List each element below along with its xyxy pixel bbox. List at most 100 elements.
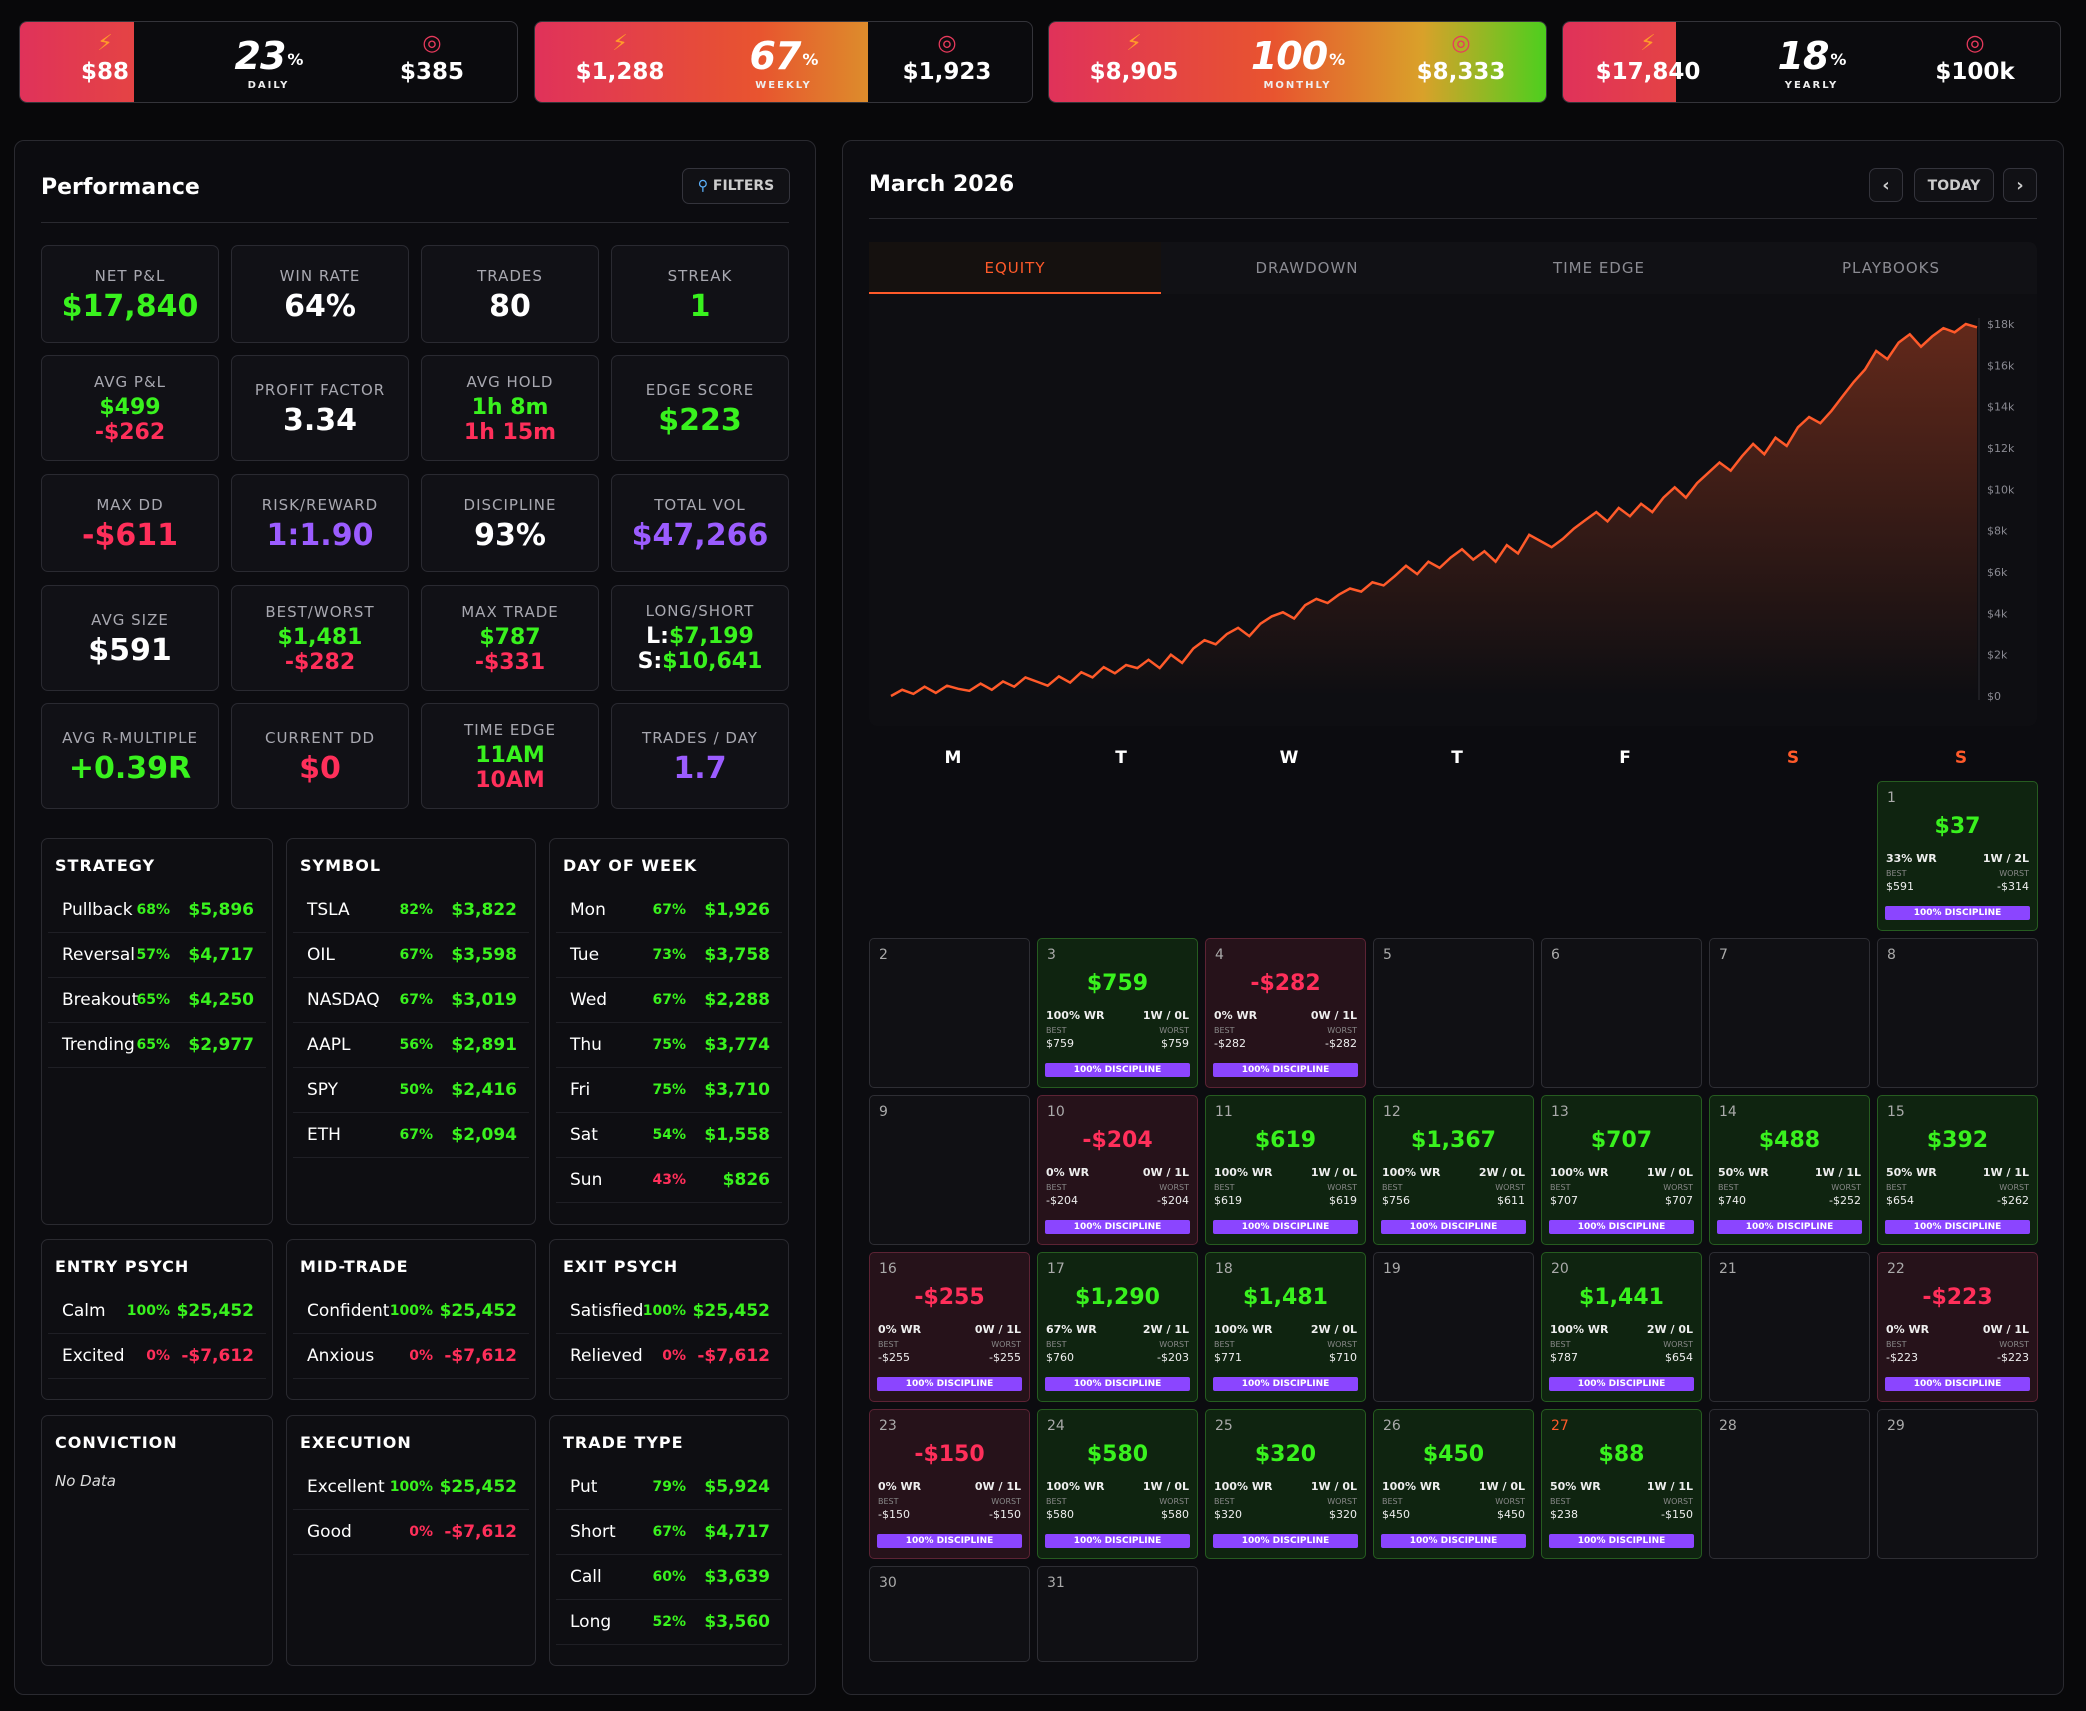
stat-streak[interactable]: STREAK 1 xyxy=(611,245,789,343)
stat-avg-size[interactable]: AVG SIZE $591 xyxy=(41,585,219,691)
calendar-day[interactable]: 26 $450 100% WR 1W / 0L BEST WORST $450 $450 100… xyxy=(1373,1409,1534,1559)
stat-discipline[interactable]: DISCIPLINE 93% xyxy=(421,474,599,572)
calendar-day[interactable]: 19 xyxy=(1373,1252,1534,1402)
stat-long-short[interactable]: LONG/SHORT L:$7,199 S:$10,641 xyxy=(611,585,789,691)
breakdown-row[interactable]: Breakout 65% $4,250 xyxy=(48,979,266,1023)
calendar-day[interactable]: 24 $580 100% WR 1W / 0L BEST WORST $580 $580 100… xyxy=(1037,1409,1198,1559)
day-pnl: $392 xyxy=(1926,1128,1989,1153)
calendar-day[interactable]: 31 xyxy=(1037,1566,1198,1662)
breakdown-row[interactable]: Excellent 100% $25,452 xyxy=(293,1466,529,1510)
breakdown-row[interactable]: AAPL 56% $2,891 xyxy=(293,1024,529,1068)
calendar-day[interactable]: 27 $88 50% WR 1W / 1L BEST WORST $238 -$150 100%… xyxy=(1541,1409,1702,1559)
breakdown-row[interactable]: Relieved 0% -$7,612 xyxy=(556,1335,782,1379)
calendar-day[interactable]: 21 xyxy=(1709,1252,1870,1402)
day-winrate: 50% WR xyxy=(1550,1480,1601,1493)
tab-playbooks[interactable]: PLAYBOOKS xyxy=(1841,259,1940,277)
breakdown-row[interactable]: Call 60% $3,639 xyxy=(556,1556,782,1600)
breakdown-row[interactable]: Thu 75% $3,774 xyxy=(556,1024,782,1068)
calendar-day[interactable]: 29 xyxy=(1877,1409,2038,1559)
calendar-day[interactable]: 23 -$150 0% WR 0W / 1L BEST WORST -$150 -$150 10… xyxy=(869,1409,1030,1559)
calendar-day[interactable]: 9 xyxy=(869,1095,1030,1245)
stat-edge-score[interactable]: EDGE SCORE $223 xyxy=(611,355,789,461)
stat-net-pl[interactable]: NET P&L $17,840 xyxy=(41,245,219,343)
calendar-day[interactable]: 8 xyxy=(1877,938,2038,1088)
tab-time-edge[interactable]: TIME EDGE xyxy=(1553,259,1645,277)
breakdown-row[interactable]: NASDAQ 67% $3,019 xyxy=(293,979,529,1023)
day-best-value: -$150 xyxy=(878,1508,910,1521)
day-pnl: $619 xyxy=(1254,1128,1317,1153)
breakdown-row[interactable]: Pullback 68% $5,896 xyxy=(48,889,266,933)
today-button[interactable]: TODAY xyxy=(1914,168,1994,202)
stat-profit-factor[interactable]: PROFIT FACTOR 3.34 xyxy=(231,355,409,461)
breakdown-row[interactable]: OIL 67% $3,598 xyxy=(293,934,529,978)
calendar-day[interactable]: 12 $1,367 100% WR 2W / 0L BEST WORST $756 $611 1… xyxy=(1373,1095,1534,1245)
stat-trades-per-day[interactable]: TRADES / DAY 1.7 xyxy=(611,703,789,809)
calendar-day[interactable]: 28 xyxy=(1709,1409,1870,1559)
filters-button[interactable]: ⚲ FILTERS xyxy=(682,168,790,204)
stat-risk-reward[interactable]: RISK/REWARD 1:1.90 xyxy=(231,474,409,572)
stat-time-edge[interactable]: TIME EDGE 11AM 10AM xyxy=(421,703,599,809)
next-month-button[interactable]: › xyxy=(2003,168,2037,202)
breakdown-row-amount: $3,639 xyxy=(704,1567,770,1587)
prev-month-button[interactable]: ‹ xyxy=(1869,168,1903,202)
breakdown-row[interactable]: Reversal 57% $4,717 xyxy=(48,934,266,978)
stat-avg-r[interactable]: AVG R-MULTIPLE +0.39R xyxy=(41,703,219,809)
calendar-day[interactable]: 25 $320 100% WR 1W / 0L BEST WORST $320 $320 100… xyxy=(1205,1409,1366,1559)
breakdown-row[interactable]: Confident 100% $25,452 xyxy=(293,1290,529,1334)
calendar-day[interactable]: 20 $1,441 100% WR 2W / 0L BEST WORST $787 $654 1… xyxy=(1541,1252,1702,1402)
breakdown-row[interactable]: Put 79% $5,924 xyxy=(556,1466,782,1510)
breakdown-row[interactable]: Calm 100% $25,452 xyxy=(48,1290,266,1334)
breakdown-row[interactable]: Good 0% -$7,612 xyxy=(293,1511,529,1555)
breakdown-row[interactable]: Anxious 0% -$7,612 xyxy=(293,1335,529,1379)
calendar-day[interactable]: 16 -$255 0% WR 0W / 1L BEST WORST -$255 -$255 10… xyxy=(869,1252,1030,1402)
calendar-day[interactable]: 30 xyxy=(869,1566,1030,1662)
breakdown-row[interactable]: Sat 54% $1,558 xyxy=(556,1114,782,1158)
stat-total-vol[interactable]: TOTAL VOL $47,266 xyxy=(611,474,789,572)
calendar-day[interactable]: 5 xyxy=(1373,938,1534,1088)
breakdown-row[interactable]: Satisfied 100% $25,452 xyxy=(556,1290,782,1334)
calendar-day[interactable]: 22 -$223 0% WR 0W / 1L BEST WORST -$223 -$223 10… xyxy=(1877,1252,2038,1402)
goal-monthly[interactable]: ⚡ $8,905 100% MONTHLY ◎ $8,333 xyxy=(1048,21,1547,103)
stat-win-rate[interactable]: WIN RATE 64% xyxy=(231,245,409,343)
breakdown-row[interactable]: Wed 67% $2,288 xyxy=(556,979,782,1023)
breakdown-row[interactable]: Mon 67% $1,926 xyxy=(556,889,782,933)
calendar-day[interactable]: 17 $1,290 67% WR 2W / 1L BEST WORST $760 -$203 1… xyxy=(1037,1252,1198,1402)
calendar-day[interactable]: 1 $37 33% WR 1W / 2L BEST WORST $591 -$314 100% … xyxy=(1877,781,2038,931)
stat-avg-pl[interactable]: AVG P&L $499 -$262 xyxy=(41,355,219,461)
breakdown-row[interactable]: Tue 73% $3,758 xyxy=(556,934,782,978)
stat-best-worst[interactable]: BEST/WORST $1,481 -$282 xyxy=(231,585,409,691)
breakdown-title: EXIT PSYCH xyxy=(563,1257,679,1276)
goal-yearly[interactable]: ⚡ $17,840 18% YEARLY ◎ $100k xyxy=(1562,21,2061,103)
calendar-day[interactable]: 15 $392 50% WR 1W / 1L BEST WORST $654 -$262 100… xyxy=(1877,1095,2038,1245)
breakdown-row[interactable]: Sun 43% $826 xyxy=(556,1159,782,1203)
breakdown-row[interactable]: Short 67% $4,717 xyxy=(556,1511,782,1555)
breakdown-row[interactable]: ETH 67% $2,094 xyxy=(293,1114,529,1158)
stat-current-dd[interactable]: CURRENT DD $0 xyxy=(231,703,409,809)
breakdown-row[interactable]: Fri 75% $3,710 xyxy=(556,1069,782,1113)
calendar-day[interactable]: 11 $619 100% WR 1W / 0L BEST WORST $619 $619 100… xyxy=(1205,1095,1366,1245)
breakdown-row-winrate: 57% xyxy=(136,947,170,963)
calendar-day[interactable]: 4 -$282 0% WR 0W / 1L BEST WORST -$282 -$282 100… xyxy=(1205,938,1366,1088)
goal-progress-fill xyxy=(1049,22,1546,102)
calendar-day[interactable]: 13 $707 100% WR 1W / 0L BEST WORST $707 $707 100… xyxy=(1541,1095,1702,1245)
breakdown-row[interactable]: SPY 50% $2,416 xyxy=(293,1069,529,1113)
goal-weekly[interactable]: ⚡ $1,288 67% WEEKLY ◎ $1,923 xyxy=(534,21,1033,103)
calendar-day[interactable]: 14 $488 50% WR 1W / 1L BEST WORST $740 -$252 100… xyxy=(1709,1095,1870,1245)
calendar-day[interactable]: 6 xyxy=(1541,938,1702,1088)
stat-avg-hold[interactable]: AVG HOLD 1h 8m 1h 15m xyxy=(421,355,599,461)
calendar-day[interactable]: 7 xyxy=(1709,938,1870,1088)
calendar-day[interactable]: 18 $1,481 100% WR 2W / 0L BEST WORST $771 $710 1… xyxy=(1205,1252,1366,1402)
breakdown-row[interactable]: Excited 0% -$7,612 xyxy=(48,1335,266,1379)
stat-max-dd[interactable]: MAX DD -$611 xyxy=(41,474,219,572)
tab-equity[interactable]: EQUITY xyxy=(869,242,1161,294)
calendar-day[interactable]: 3 $759 100% WR 1W / 0L BEST WORST $759 $759 100%… xyxy=(1037,938,1198,1088)
tab-drawdown[interactable]: DRAWDOWN xyxy=(1255,259,1359,277)
calendar-day[interactable]: 10 -$204 0% WR 0W / 1L BEST WORST -$204 -$204 10… xyxy=(1037,1095,1198,1245)
calendar-day[interactable]: 2 xyxy=(869,938,1030,1088)
stat-max-trade[interactable]: MAX TRADE $787 -$331 xyxy=(421,585,599,691)
stat-trades[interactable]: TRADES 80 xyxy=(421,245,599,343)
breakdown-row[interactable]: Long 52% $3,560 xyxy=(556,1601,782,1645)
goal-daily[interactable]: ⚡ $88 23% DAILY ◎ $385 xyxy=(19,21,518,103)
breakdown-row[interactable]: TSLA 82% $3,822 xyxy=(293,889,529,933)
breakdown-row[interactable]: Trending 65% $2,977 xyxy=(48,1024,266,1068)
